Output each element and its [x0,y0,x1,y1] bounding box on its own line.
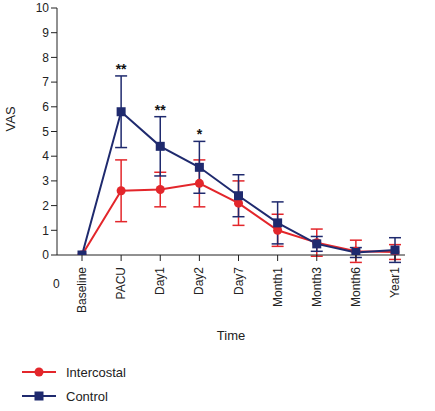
svg-text:Year1: Year1 [388,267,402,298]
html-text:0: 0 [53,277,60,291]
svg-text:9: 9 [42,26,49,40]
svg-text:PACU: PACU [114,267,128,299]
svg-text:6: 6 [42,100,49,114]
svg-text:7: 7 [42,75,49,89]
svg-text:Day1: Day1 [153,267,167,295]
svg-text:**: ** [116,61,127,77]
svg-text:Time: Time [217,328,245,340]
svg-text:8: 8 [42,51,49,65]
svg-text:VAS: VAS [8,106,18,131]
svg-text:Month6: Month6 [349,267,363,307]
svg-text:1: 1 [42,224,49,238]
svg-text:5: 5 [42,125,49,139]
svg-text:Month3: Month3 [310,267,324,307]
svg-text:4: 4 [42,149,49,163]
svg-text:2: 2 [42,199,49,213]
svg-text:Baseline: Baseline [75,267,89,313]
svg-text:**: ** [155,102,166,118]
svg-text:Month1: Month1 [271,267,285,307]
svg-text:0: 0 [42,248,49,262]
svg-text:3: 3 [42,174,49,188]
html-text:Intercostal: Intercostal [66,364,126,380]
svg-text:10: 10 [36,1,50,15]
svg-text:Day7: Day7 [232,267,246,295]
svg-text:Day2: Day2 [192,267,206,295]
html-text:Control: Control [66,388,108,404]
svg-text:*: * [197,126,203,142]
